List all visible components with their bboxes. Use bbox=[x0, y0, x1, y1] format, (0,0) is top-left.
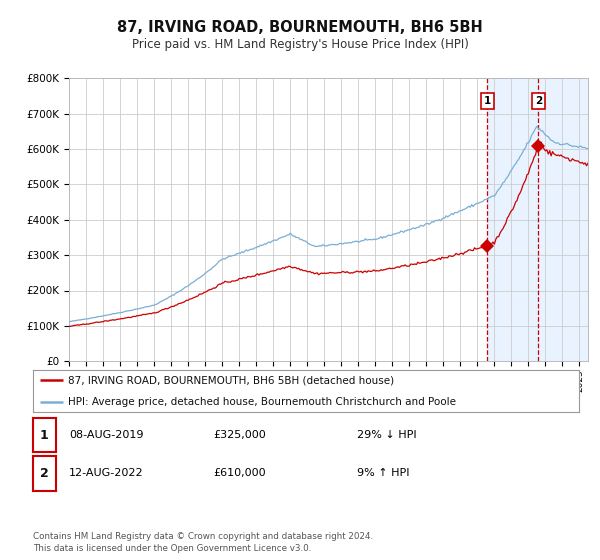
Text: HPI: Average price, detached house, Bournemouth Christchurch and Poole: HPI: Average price, detached house, Bour… bbox=[68, 398, 457, 407]
Text: 87, IRVING ROAD, BOURNEMOUTH, BH6 5BH (detached house): 87, IRVING ROAD, BOURNEMOUTH, BH6 5BH (d… bbox=[68, 375, 395, 385]
Text: 1: 1 bbox=[40, 428, 49, 442]
Text: Contains HM Land Registry data © Crown copyright and database right 2024.
This d: Contains HM Land Registry data © Crown c… bbox=[33, 533, 373, 553]
Text: 87, IRVING ROAD, BOURNEMOUTH, BH6 5BH: 87, IRVING ROAD, BOURNEMOUTH, BH6 5BH bbox=[117, 20, 483, 35]
Text: 9% ↑ HPI: 9% ↑ HPI bbox=[357, 468, 410, 478]
Text: 08-AUG-2019: 08-AUG-2019 bbox=[69, 430, 143, 440]
Text: Price paid vs. HM Land Registry's House Price Index (HPI): Price paid vs. HM Land Registry's House … bbox=[131, 38, 469, 50]
Text: £325,000: £325,000 bbox=[213, 430, 266, 440]
Text: 29% ↓ HPI: 29% ↓ HPI bbox=[357, 430, 416, 440]
Text: 12-AUG-2022: 12-AUG-2022 bbox=[69, 468, 143, 478]
Text: 2: 2 bbox=[535, 96, 542, 106]
Bar bbox=[488, 78, 588, 361]
Text: 2: 2 bbox=[40, 466, 49, 480]
Text: 1: 1 bbox=[484, 96, 491, 106]
Text: £610,000: £610,000 bbox=[213, 468, 266, 478]
